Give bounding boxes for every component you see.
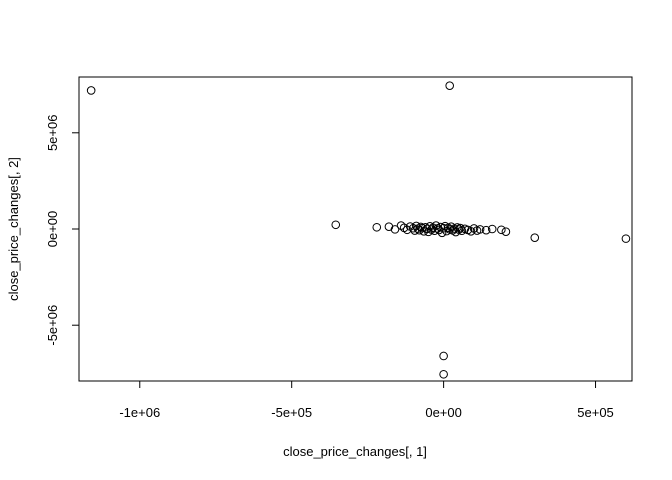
y-tick-label: 5e+06 xyxy=(45,115,60,152)
plot-frame xyxy=(78,76,633,382)
data-point xyxy=(430,226,439,236)
data-point xyxy=(396,221,406,230)
x-axis: -1e+06 -5e+05 0e+00 5e+05 xyxy=(119,380,614,420)
y-tick-label: 0e+00 xyxy=(45,211,60,248)
data-point xyxy=(390,225,400,234)
x-tick-label: 0e+00 xyxy=(425,405,462,420)
data-point xyxy=(439,351,448,361)
x-tick-label: 5e+05 xyxy=(577,405,614,420)
data-point xyxy=(86,86,96,95)
data-point xyxy=(424,227,433,237)
data-point xyxy=(621,234,631,243)
data-point xyxy=(445,81,454,90)
x-tick-label: -5e+05 xyxy=(271,405,312,420)
data-point xyxy=(487,224,497,234)
data-point xyxy=(439,369,448,379)
data-point xyxy=(481,225,491,235)
data-point xyxy=(530,233,540,242)
data-point xyxy=(501,227,511,236)
y-axis: -5e+06 0e+00 5e+06 xyxy=(45,115,80,346)
data-point xyxy=(475,225,485,234)
x-tick-label: -1e+06 xyxy=(119,405,160,420)
data-point xyxy=(372,222,382,232)
y-tick-label: -5e+06 xyxy=(45,305,60,346)
y-axis-label: close_price_changes[, 2] xyxy=(6,157,21,301)
data-point xyxy=(331,220,341,230)
data-point xyxy=(497,225,506,235)
data-point xyxy=(466,227,476,236)
x-axis-label: close_price_changes[, 1] xyxy=(283,444,427,459)
data-points xyxy=(86,81,631,379)
data-point xyxy=(416,222,426,232)
